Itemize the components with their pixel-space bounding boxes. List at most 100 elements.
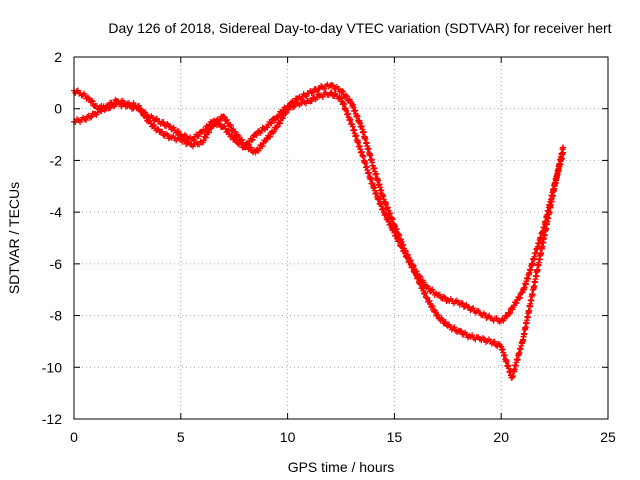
y-tick-label: 0 (54, 101, 62, 117)
y-tick-label: -2 (50, 152, 63, 168)
trace-marker (74, 87, 81, 94)
chart-title: Day 126 of 2018, Sidereal Day-to-day VTE… (108, 20, 611, 36)
trace-marker (458, 328, 465, 335)
trace-marker (262, 138, 269, 145)
series-SDTVAR-alt (71, 89, 567, 381)
trace-marker (510, 304, 517, 311)
trace-marker (239, 139, 246, 146)
trace-marker (181, 137, 188, 144)
trace-marker (411, 269, 418, 276)
trace-marker (453, 297, 460, 304)
trace-marker (486, 312, 493, 319)
trace-marker (335, 86, 342, 93)
trace-marker (516, 294, 523, 301)
y-tick-label: -8 (50, 308, 63, 324)
trace-marker (470, 304, 477, 311)
trace-marker (369, 180, 376, 187)
trace-marker (135, 102, 142, 109)
trace-marker (276, 120, 283, 127)
trace-marker (183, 133, 190, 140)
trace-marker (274, 123, 281, 130)
trace-marker (464, 334, 471, 341)
trace-marker (138, 107, 145, 114)
trace-marker (253, 132, 260, 139)
y-tick-label: 2 (54, 49, 62, 65)
y-tick-label: -6 (50, 256, 63, 272)
trace-marker (429, 303, 436, 310)
trace-marker (495, 340, 502, 347)
trace-marker (451, 324, 458, 331)
trace-marker (442, 319, 449, 326)
trace-marker (309, 89, 316, 96)
trace-marker (463, 331, 470, 338)
trace-marker (247, 144, 254, 151)
trace-marker (426, 297, 433, 304)
data-point (444, 322, 451, 329)
trace-marker (506, 310, 513, 317)
trace-marker (358, 149, 365, 156)
trace-marker (238, 136, 245, 143)
trace-marker (83, 95, 90, 102)
trace-marker (435, 311, 442, 318)
trace-marker (339, 88, 346, 95)
x-tick-label: 10 (280, 429, 296, 445)
trace-marker (380, 205, 387, 212)
trace-marker (88, 113, 95, 120)
trace-marker (389, 226, 396, 233)
trace-marker (519, 340, 526, 347)
trace-marker (315, 86, 322, 93)
trace-marker (328, 81, 335, 88)
trace-marker (390, 227, 397, 234)
trace-marker (475, 307, 482, 314)
trace-marker (491, 338, 498, 345)
trace-marker (328, 89, 335, 96)
trace-marker (347, 98, 354, 105)
plot-frame (73, 56, 609, 420)
trace-marker (412, 268, 419, 275)
x-tick-label: 20 (493, 429, 509, 445)
trace-marker (215, 118, 222, 125)
trace-marker (259, 143, 266, 150)
trace-marker (459, 300, 466, 307)
trace-marker (243, 140, 250, 147)
trace-marker (105, 103, 112, 110)
trace-marker (382, 212, 389, 219)
trace-marker (260, 125, 267, 132)
trace-marker (267, 133, 274, 140)
x-axis-label: GPS time / hours (288, 459, 395, 475)
trace-marker (407, 258, 414, 265)
trace-marker (289, 104, 296, 111)
trace-marker (393, 232, 400, 239)
trace-marker (442, 294, 449, 301)
trace-marker (98, 108, 105, 115)
grid (74, 57, 608, 419)
trace-marker (358, 123, 365, 130)
trace-marker (249, 136, 256, 143)
trace-marker (551, 185, 558, 192)
trace-marker (496, 342, 503, 349)
trace-marker (268, 120, 275, 127)
trace-marker (160, 119, 167, 126)
trace-marker (111, 99, 118, 106)
trace-marker (175, 128, 182, 135)
trace-marker (513, 300, 520, 307)
trace-marker (90, 102, 97, 109)
x-tick-label: 5 (177, 429, 185, 445)
x-tick-label: 0 (70, 429, 78, 445)
trace-marker (195, 133, 202, 140)
trace-marker (432, 308, 439, 315)
trace-marker (139, 108, 146, 115)
trace-marker (224, 116, 231, 123)
trace-marker (329, 82, 336, 89)
trace-marker (343, 93, 350, 100)
trace-marker (87, 114, 94, 121)
trace-marker (308, 97, 315, 104)
trace-marker (313, 94, 320, 101)
y-axis-label: SDTVAR / TECUs (6, 182, 22, 294)
trace-marker (88, 97, 95, 104)
trace-marker (176, 134, 183, 141)
trace-marker (409, 263, 416, 270)
trace-marker (83, 117, 90, 124)
trace-marker (232, 128, 239, 135)
trace-marker (202, 134, 209, 141)
